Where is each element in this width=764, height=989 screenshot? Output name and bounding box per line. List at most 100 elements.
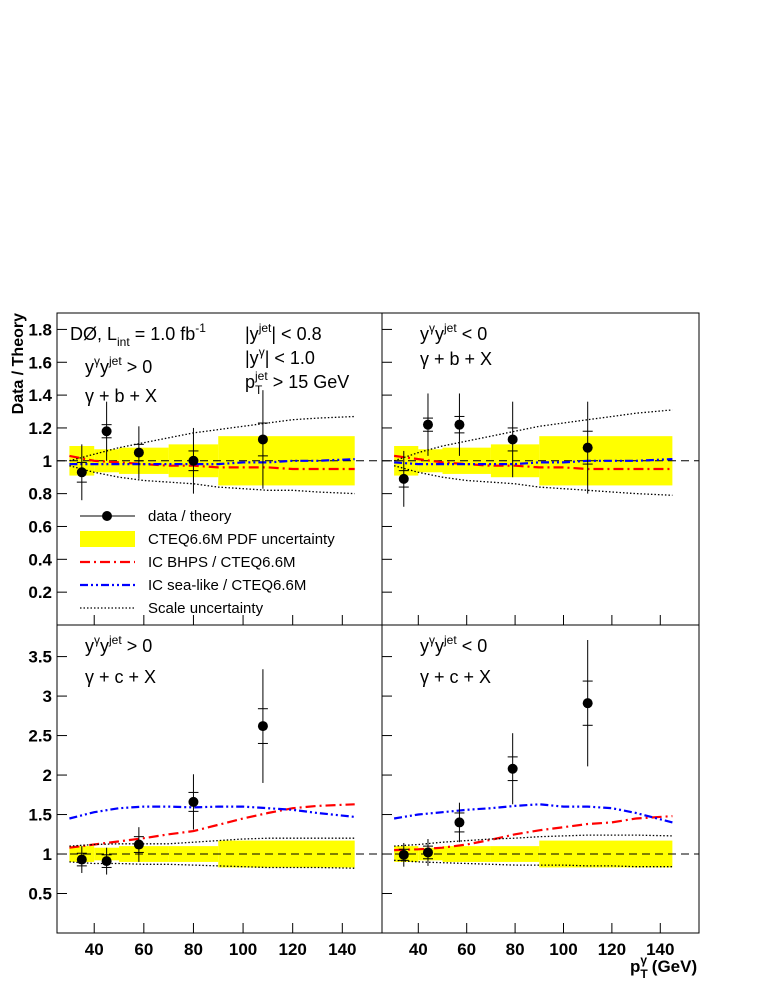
panel: 0.5 1 1.5 2 2.5 3 3.5 40 60 80 100 120 140 yγyjet > 0… <box>28 624 383 959</box>
text-segment: |y <box>245 324 259 344</box>
data-point <box>188 455 199 466</box>
annotation: |yjet| < 0.8 <box>245 321 322 344</box>
y-tick-label: 3.5 <box>28 648 52 667</box>
x-tick-label: 80 <box>506 940 525 959</box>
annotation: γ + b + X <box>420 349 492 369</box>
data-point <box>507 763 518 774</box>
annotation: yγyjet < 0 <box>420 633 487 656</box>
text-segment: (GeV) <box>647 957 697 976</box>
pdf-band <box>94 449 120 473</box>
legend-label: CTEQ6.6M PDF uncertainty <box>148 531 335 548</box>
data-point <box>101 856 112 867</box>
x-tick-label: 140 <box>328 940 356 959</box>
text-segment: jet <box>108 354 122 368</box>
text-segment: int <box>117 335 130 349</box>
data-point <box>422 419 433 430</box>
y-tick-label: 1.8 <box>28 320 52 339</box>
annotation: yγyjet < 0 <box>420 321 487 344</box>
legend-symbol <box>102 511 112 521</box>
data-point <box>188 796 199 807</box>
text-segment: γ <box>429 633 435 647</box>
pdf-band <box>119 846 169 862</box>
y-tick-label: 2.5 <box>28 727 52 746</box>
y-tick-label: 0.8 <box>28 485 52 504</box>
curve <box>393 409 673 462</box>
text-segment: y <box>420 324 429 344</box>
curve <box>394 815 673 852</box>
y-tick-label: 1.6 <box>28 353 52 372</box>
text-segment: jet <box>254 369 268 383</box>
x-tick-label: 80 <box>184 940 203 959</box>
text-segment: γ <box>640 953 647 967</box>
legend-symbol <box>80 531 135 547</box>
text-segment: | < 1.0 <box>265 348 315 368</box>
curve <box>69 805 355 820</box>
y-tick-label: 1.2 <box>28 419 52 438</box>
y-tick-label: 1.4 <box>28 386 52 405</box>
text-segment: y <box>435 636 444 656</box>
data-point <box>422 847 433 858</box>
legend-label: IC sea-like / CTEQ6.6M <box>148 577 306 594</box>
text-segment: y <box>420 636 429 656</box>
y-tick-label: 1 <box>43 845 52 864</box>
text-segment: > 0 <box>122 357 153 377</box>
text-segment: y <box>85 636 94 656</box>
data-point <box>507 434 518 445</box>
curve <box>394 859 673 868</box>
text-segment: jet <box>108 633 122 647</box>
text-segment: DØ, L <box>70 324 117 344</box>
text-segment: = 1.0 fb <box>130 324 196 344</box>
text-segment: γ + c + X <box>420 667 491 687</box>
x-tick-label: 60 <box>457 940 476 959</box>
annotation: γ + c + X <box>85 667 156 687</box>
y-tick-label: 0.4 <box>28 550 52 569</box>
panel: 0.2 0.4 0.6 0.8 1 1.2 1.4 1.6 1.8 DØ, Lint = 1.0 … <box>10 312 383 626</box>
text-segment: y <box>100 636 109 656</box>
annotation: yγyjet > 0 <box>85 633 152 656</box>
text-segment: |y <box>245 348 259 368</box>
text-segment: < 0 <box>457 324 488 344</box>
text-segment: y <box>100 357 109 377</box>
x-tick-label: 100 <box>549 940 577 959</box>
curve <box>69 454 355 471</box>
data-point <box>582 698 593 709</box>
y-tick-label: 0.5 <box>28 885 52 904</box>
annotation: γ + b + X <box>85 386 157 406</box>
legend-label: data / theory <box>148 508 232 525</box>
legend-label: Scale uncertainty <box>148 600 264 617</box>
y-tick-label: 0.2 <box>28 583 52 602</box>
annotation: DØ, Lint = 1.0 fb-1 <box>70 321 206 349</box>
x-tick-label: 140 <box>646 940 674 959</box>
text-segment: y <box>85 357 94 377</box>
panel: yγyjet < 0 γ + b + X <box>381 312 700 626</box>
data-point <box>454 419 465 430</box>
annotation: yγyjet > 0 <box>85 354 152 377</box>
text-segment: < 0 <box>457 636 488 656</box>
data-point <box>398 849 409 860</box>
annotation: γ + c + X <box>420 667 491 687</box>
curve <box>69 415 355 462</box>
annotation: |yγ| < 1.0 <box>245 345 315 368</box>
curve <box>69 803 355 849</box>
data-point <box>582 442 593 453</box>
x-tick-label: 40 <box>409 940 428 959</box>
curve <box>394 834 673 847</box>
text-segment: > 0 <box>122 636 153 656</box>
panel-frame <box>381 624 700 934</box>
text-segment: γ <box>429 321 435 335</box>
y-tick-label: 2 <box>43 766 52 785</box>
text-segment: γ <box>94 633 100 647</box>
x-axis-title: pTγ (GeV) <box>630 953 697 981</box>
text-segment: p <box>630 957 640 976</box>
y-tick-label: 3 <box>43 687 52 706</box>
y-tick-label: 0.6 <box>28 517 52 536</box>
data-point <box>76 854 87 865</box>
x-tick-label: 120 <box>598 940 626 959</box>
text-segment: > 15 GeV <box>268 372 350 392</box>
curve <box>69 861 355 869</box>
text-segment: y <box>435 324 444 344</box>
legend-label: IC BHPS / CTEQ6.6M <box>148 554 296 571</box>
data-point <box>257 721 268 732</box>
text-segment: γ + b + X <box>420 349 492 369</box>
data-point <box>76 467 87 478</box>
